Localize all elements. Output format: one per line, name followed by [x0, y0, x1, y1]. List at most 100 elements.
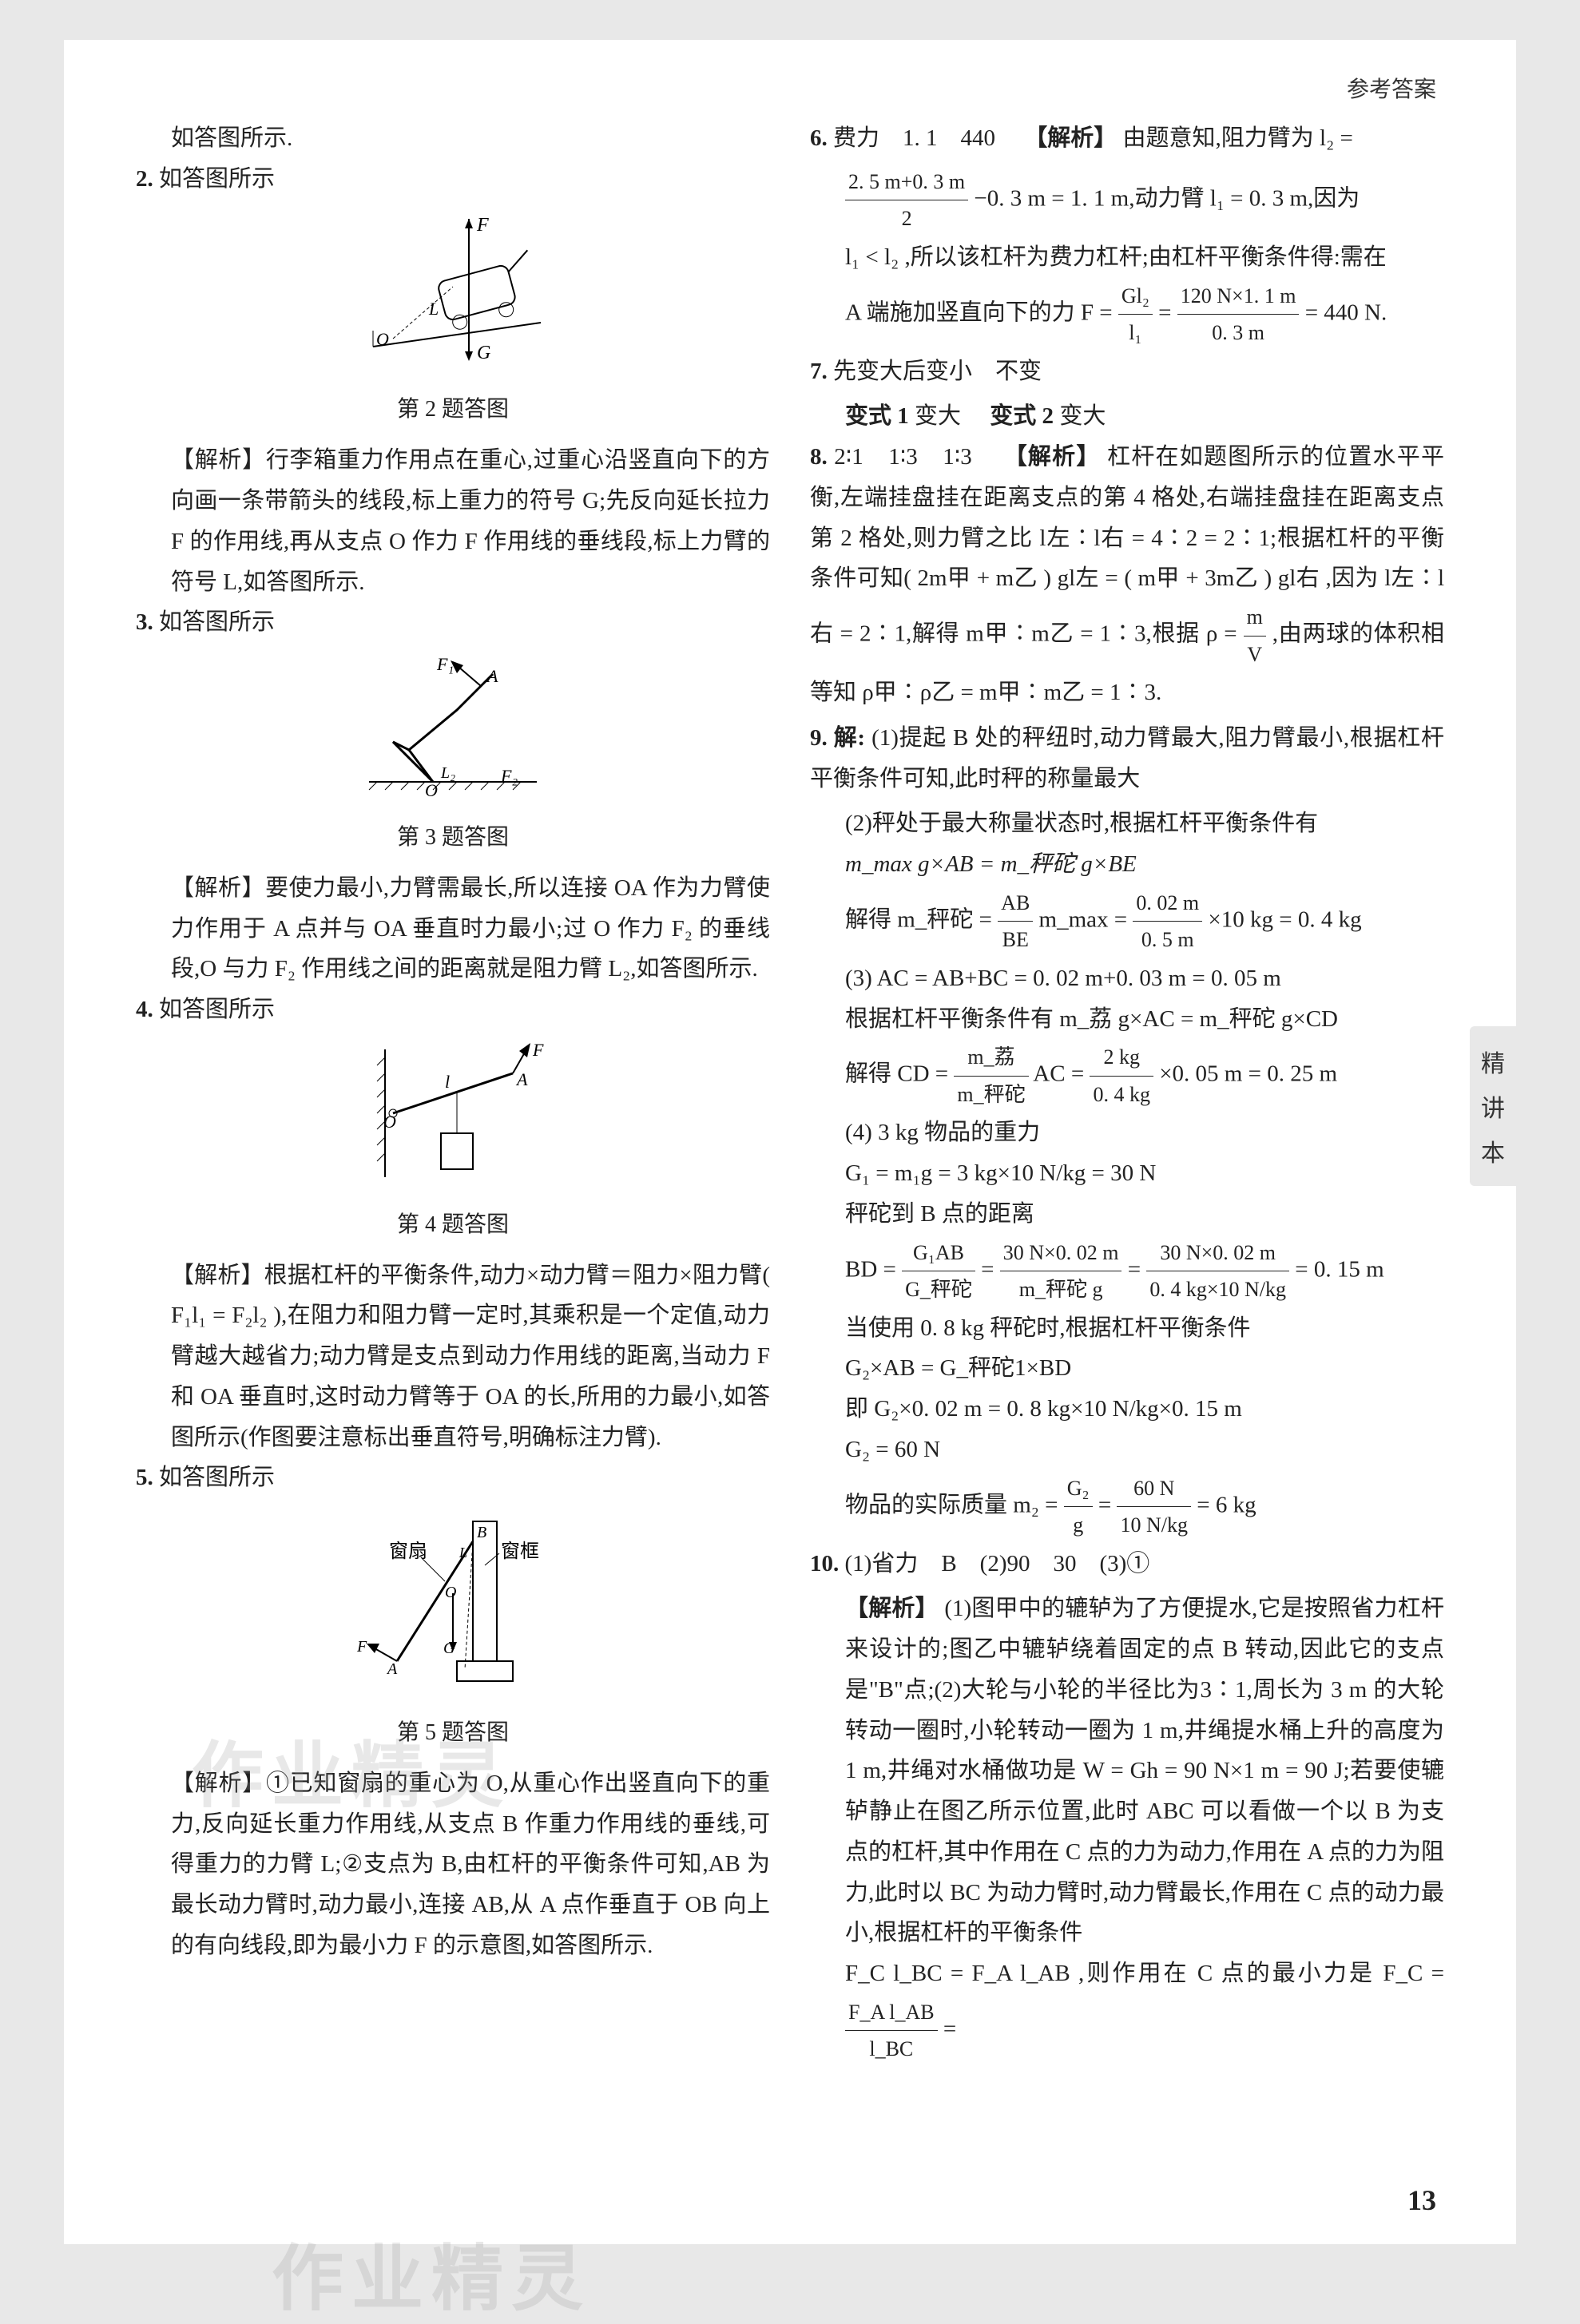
- item-6-c1: −0. 3 m = 1. 1 m,动力臂 l₁ = 0. 3 m,因为: [974, 185, 1360, 211]
- figure-4-caption: 第 4 题答图: [136, 1205, 770, 1244]
- frac-n: m: [1244, 599, 1266, 637]
- item-9-4i: 物品的实际质量 m₂ = G₂g = 60 N10 N/kg = 6 kg: [810, 1470, 1444, 1544]
- item-2-num: 2.: [136, 166, 153, 192]
- watermark: 作业精灵: [272, 2220, 591, 2324]
- svg-text:A: A: [386, 1660, 398, 1678]
- item-3-num: 3.: [136, 609, 153, 635]
- frac-n: 0. 02 m: [1133, 885, 1202, 922]
- item-10-last: F_C l_BC = F_A l_AB ,则作用在 C 点的最小力是 F_C =…: [810, 1953, 1444, 2068]
- item-6-c3: A 端施加竖直向下的力 F =: [845, 299, 1118, 325]
- item-6-line2: 2. 5 m+0. 3 m2 −0. 3 m = 1. 1 m,动力臂 l₁ =…: [810, 164, 1444, 237]
- t: =: [943, 2016, 956, 2041]
- item-6-end: = 440 N.: [1305, 299, 1387, 325]
- frac-n: 30 N×0. 02 m: [1146, 1235, 1289, 1272]
- frac-d: G_秤砣: [902, 1271, 975, 1308]
- frac-d: BE: [998, 922, 1033, 958]
- t: 物品的实际质量 m₂ =: [845, 1492, 1064, 1517]
- item-7-v1: 变大: [915, 403, 961, 429]
- item-9-3solve: 解得 CD = m_荔m_秤砣 AC = 2 kg0. 4 kg ×0. 05 …: [810, 1039, 1444, 1112]
- frac-n: Gl₂: [1118, 278, 1153, 315]
- frac-d: l_BC: [845, 2031, 938, 2068]
- page: 参考答案 如答图所示. 2. 如答图所示: [64, 40, 1516, 2244]
- item-9-3b: 根据杠杆平衡条件有 m_荔 g×AC = m_秤砣 g×CD: [810, 999, 1444, 1040]
- item-10-body: 【解析】 (1)图甲中的辘轳为了方便提水,它是按照省力杠杆来设计的;图乙中辘轳绕…: [810, 1588, 1444, 1953]
- item-9-3a: (3) AC = AB+BC = 0. 02 m+0. 03 m = 0. 05…: [810, 958, 1444, 999]
- left-column: 如答图所示. 2. 如答图所示 F: [136, 118, 770, 2068]
- item-3-text: 如答图所示: [159, 609, 275, 635]
- item-6-num: 6.: [810, 125, 828, 151]
- item-7: 7. 先变大后变小 不变: [810, 351, 1444, 392]
- frac-n: 60 N: [1117, 1470, 1191, 1508]
- item-9-label: 解:: [834, 725, 865, 751]
- item-7-b2: 变式 2: [990, 403, 1054, 429]
- svg-text:F: F: [476, 215, 489, 236]
- item-9-4d: BD = G₁ABG_秤砣 = 30 N×0. 02 mm_秤砣 g = 30 …: [810, 1235, 1444, 1308]
- svg-text:G: G: [443, 1640, 455, 1657]
- item-9-4a: (4) 3 kg 物品的重力: [810, 1112, 1444, 1153]
- item-6-head: 费力 1. 1 440: [833, 125, 1018, 151]
- item-10-num: 10.: [810, 1551, 839, 1576]
- item-7-b1: 变式 1: [845, 403, 909, 429]
- svg-text:B: B: [477, 1524, 486, 1541]
- frac-d: l₁: [1118, 315, 1153, 351]
- figure-3-svg: F₁ A O L₂ F₂: [361, 654, 545, 798]
- fig5-label-window: 窗扇: [389, 1541, 427, 1562]
- svg-text:G: G: [477, 343, 490, 363]
- figure-2-caption: 第 2 题答图: [136, 390, 770, 429]
- figure-2-svg: F G O L: [349, 211, 557, 371]
- svg-text:O: O: [425, 780, 438, 798]
- item-9: 9. 解: (1)提起 B 处的秤纽时,动力臂最大,阻力臂最小,根据杠杆平衡条件…: [810, 718, 1444, 799]
- figure-4: O A F l: [136, 1041, 770, 1199]
- t: m_max =: [1039, 906, 1133, 932]
- item-5-analysis: 【解析】①已知窗扇的重心为 O,从重心作出竖直向下的重力,反向延长重力作用线,从…: [136, 1763, 770, 1966]
- svg-text:L: L: [459, 1545, 467, 1561]
- t: BD =: [845, 1256, 902, 1282]
- svg-text:L₂: L₂: [440, 764, 455, 782]
- item-3: 3. 如答图所示: [136, 602, 770, 643]
- item-2: 2. 如答图所示: [136, 159, 770, 200]
- frac-d: 10 N/kg: [1117, 1507, 1191, 1544]
- svg-text:O: O: [445, 1584, 456, 1601]
- figure-4-svg: O A F l: [353, 1041, 553, 1185]
- item-6-line3: A 端施加竖直向下的力 F = Gl₂l₁ = 120 N×1. 1 m0. 3…: [810, 278, 1444, 351]
- item-4-analysis: 【解析】根据杠杆的平衡条件,动力×动力臂＝阻力×阻力臂( F₁l₁ = F₂l₂…: [136, 1255, 770, 1458]
- item-2-text: 如答图所示: [159, 166, 275, 192]
- frac-n: AB: [998, 885, 1033, 922]
- svg-text:A: A: [515, 1069, 528, 1089]
- figure-3-caption: 第 3 题答图: [136, 818, 770, 857]
- item-9-4c: 秤砣到 B 点的距离: [810, 1194, 1444, 1235]
- side-tab: 精 讲 本: [1470, 1026, 1516, 1186]
- item-9-2: (2)秤处于最大称量状态时,根据杠杆平衡条件有: [810, 803, 1444, 844]
- t: ×10 kg = 0. 4 kg: [1208, 906, 1361, 932]
- side-tab-char: 本: [1481, 1133, 1505, 1168]
- page-number: 13: [1407, 2183, 1436, 2217]
- figure-2: F G O L: [136, 211, 770, 384]
- t: = 6 kg: [1197, 1492, 1256, 1517]
- eq: =: [1158, 299, 1177, 325]
- t: F_C l_BC = F_A l_AB ,则作用在 C 点的最小力是 F_C =: [845, 1961, 1444, 1986]
- t: 解得 m_秤砣 =: [845, 906, 998, 932]
- frac-d: 0. 3 m: [1177, 315, 1300, 351]
- frac-n: G₁AB: [902, 1235, 975, 1272]
- item-7-num: 7.: [810, 359, 828, 384]
- t: =: [1098, 1492, 1118, 1517]
- figure-3: F₁ A O L₂ F₂: [136, 654, 770, 811]
- frac-d: m_秤砣: [954, 1077, 1028, 1113]
- item-4: 4. 如答图所示: [136, 989, 770, 1030]
- item-8-head: 2∶1 1∶3 1∶3: [834, 444, 997, 470]
- item-6-c2: l₁ < l₂ ,所以该杠杆为费力杠杆;由杠杆平衡条件得:需在: [810, 237, 1444, 278]
- item-6-a: 由题意知,阻力臂为 l₂ =: [1123, 125, 1353, 151]
- item-8-label: 【解析】: [1004, 444, 1101, 470]
- item-4-text: 如答图所示: [159, 997, 275, 1022]
- frac-n: 120 N×1. 1 m: [1177, 278, 1300, 315]
- svg-text:F: F: [356, 1638, 367, 1656]
- frac-d: 0. 4 kg: [1090, 1077, 1153, 1113]
- columns: 如答图所示. 2. 如答图所示 F: [136, 118, 1444, 2068]
- svg-text:l: l: [445, 1072, 450, 1092]
- frac-n: m_荔: [954, 1039, 1028, 1077]
- page-header: 参考答案: [136, 72, 1444, 104]
- item-9-4g: 即 G₂×0. 02 m = 0. 8 kg×10 N/kg×0. 15 m: [810, 1389, 1444, 1430]
- item-5-text: 如答图所示: [159, 1465, 275, 1490]
- frac-d: g: [1064, 1507, 1093, 1544]
- item-9-2solve: 解得 m_秤砣 = ABBE m_max = 0. 02 m0. 5 m ×10…: [810, 885, 1444, 958]
